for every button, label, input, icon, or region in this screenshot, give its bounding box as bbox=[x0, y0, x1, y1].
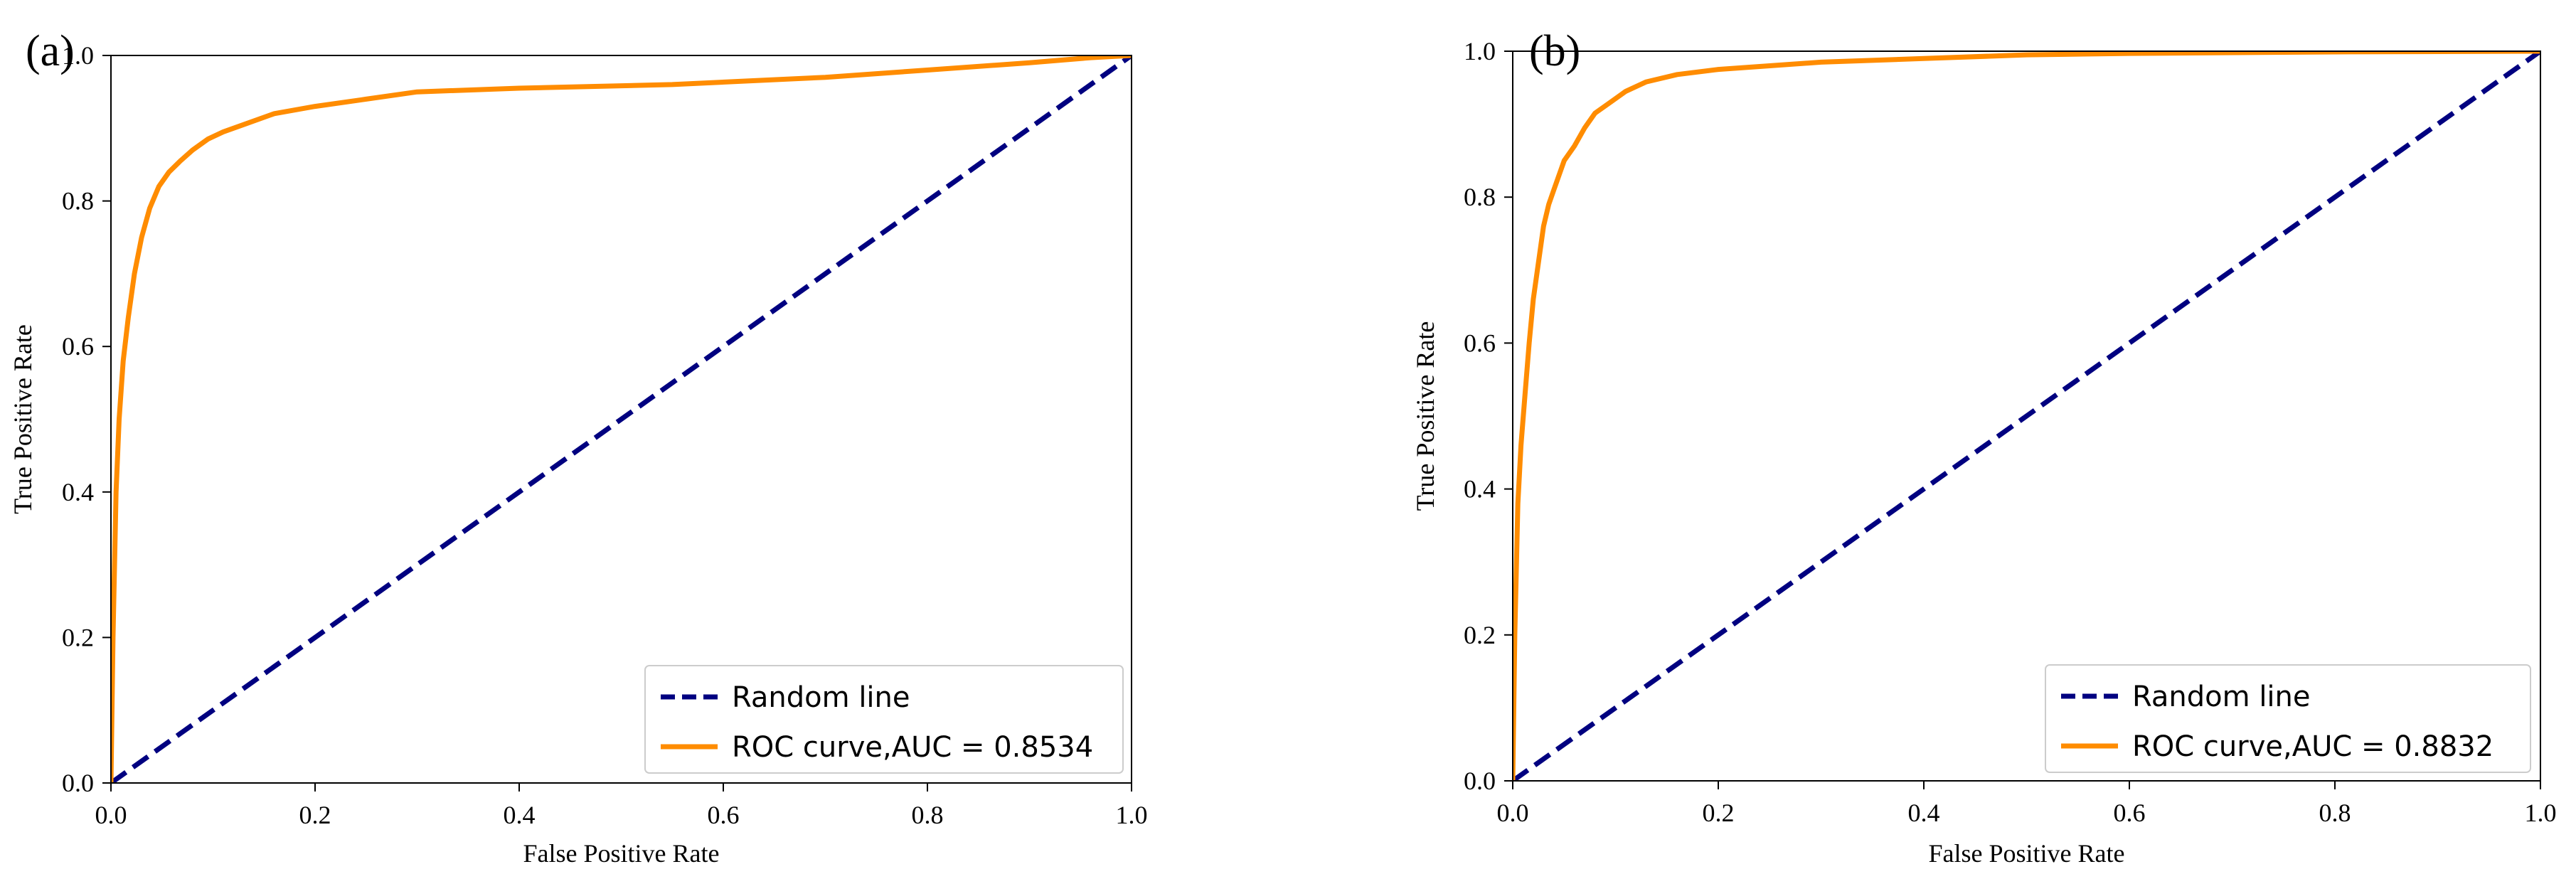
y-tick-label: 1.0 bbox=[1464, 37, 1496, 65]
legend: Random line ROC curve,AUC = 0.8832 bbox=[2045, 664, 2531, 773]
x-axis-label: False Positive Rate bbox=[1929, 839, 2125, 868]
y-tick-label: 0.2 bbox=[62, 623, 94, 651]
x-tick-label: 1.0 bbox=[2525, 799, 2557, 827]
random-line-series bbox=[111, 55, 1132, 783]
y-tick-label: 0.0 bbox=[62, 769, 94, 797]
random-line-series bbox=[1513, 51, 2540, 781]
roc-curve-series bbox=[1513, 51, 2540, 781]
axes-frame bbox=[110, 55, 1132, 784]
y-tick-label: 0.6 bbox=[1464, 329, 1496, 357]
y-tick-label: 0.4 bbox=[1464, 475, 1496, 503]
chart-panel-a: 0.0 0.2 0.4 0.6 0.8 1.0 0.0 0.2 0.4 0.6 0.8 1.0 Fals… bbox=[9, 27, 1148, 868]
y-tick-label: 0.8 bbox=[62, 187, 94, 215]
axes-frame bbox=[1512, 50, 2541, 782]
x-tick-label: 0.4 bbox=[1908, 799, 1940, 827]
x-tick-label: 0.8 bbox=[912, 801, 944, 829]
x-tick-label: 0.2 bbox=[299, 801, 331, 829]
x-tick-label: 0.2 bbox=[1703, 799, 1735, 827]
legend-entry: ROC curve,AUC = 0.8534 bbox=[732, 731, 1093, 764]
x-tick-label: 0.0 bbox=[95, 801, 127, 829]
x-tick-label: 0.4 bbox=[504, 801, 536, 829]
y-tick-label: 1.0 bbox=[62, 41, 94, 70]
x-tick-label: 1.0 bbox=[1116, 801, 1148, 829]
y-tick-label: 0.0 bbox=[1464, 767, 1496, 795]
chart-panel-b: 0.0 0.2 0.4 0.6 0.8 1.0 0.0 0.2 0.4 0.6 0.8 1.0 Fals… bbox=[1411, 27, 2557, 868]
panel-label: (b) bbox=[1529, 27, 1580, 75]
x-tick-label: 0.8 bbox=[2319, 799, 2351, 827]
roc-curve-series bbox=[111, 55, 1132, 783]
x-tick-label: 0.6 bbox=[2114, 799, 2146, 827]
legend: Random line ROC curve,AUC = 0.8534 bbox=[644, 665, 1124, 774]
y-tick-label: 0.6 bbox=[62, 332, 94, 361]
legend-entry: Random line bbox=[732, 681, 910, 714]
y-tick-label: 0.2 bbox=[1464, 621, 1496, 649]
x-tick-label: 0.6 bbox=[708, 801, 740, 829]
legend-box bbox=[2045, 664, 2531, 773]
y-axis-label: True Positive Rate bbox=[9, 324, 37, 514]
legend-box bbox=[644, 665, 1124, 774]
x-tick-label: 0.0 bbox=[1497, 799, 1529, 827]
panel-label: (a) bbox=[26, 27, 75, 75]
legend-entry: Random line bbox=[2132, 681, 2311, 713]
y-tick-label: 0.8 bbox=[1464, 183, 1496, 211]
x-axis-label: False Positive Rate bbox=[523, 839, 720, 868]
legend-entry: ROC curve,AUC = 0.8832 bbox=[2132, 730, 2493, 763]
y-tick-label: 0.4 bbox=[62, 478, 94, 506]
y-axis-label: True Positive Rate bbox=[1411, 321, 1439, 511]
